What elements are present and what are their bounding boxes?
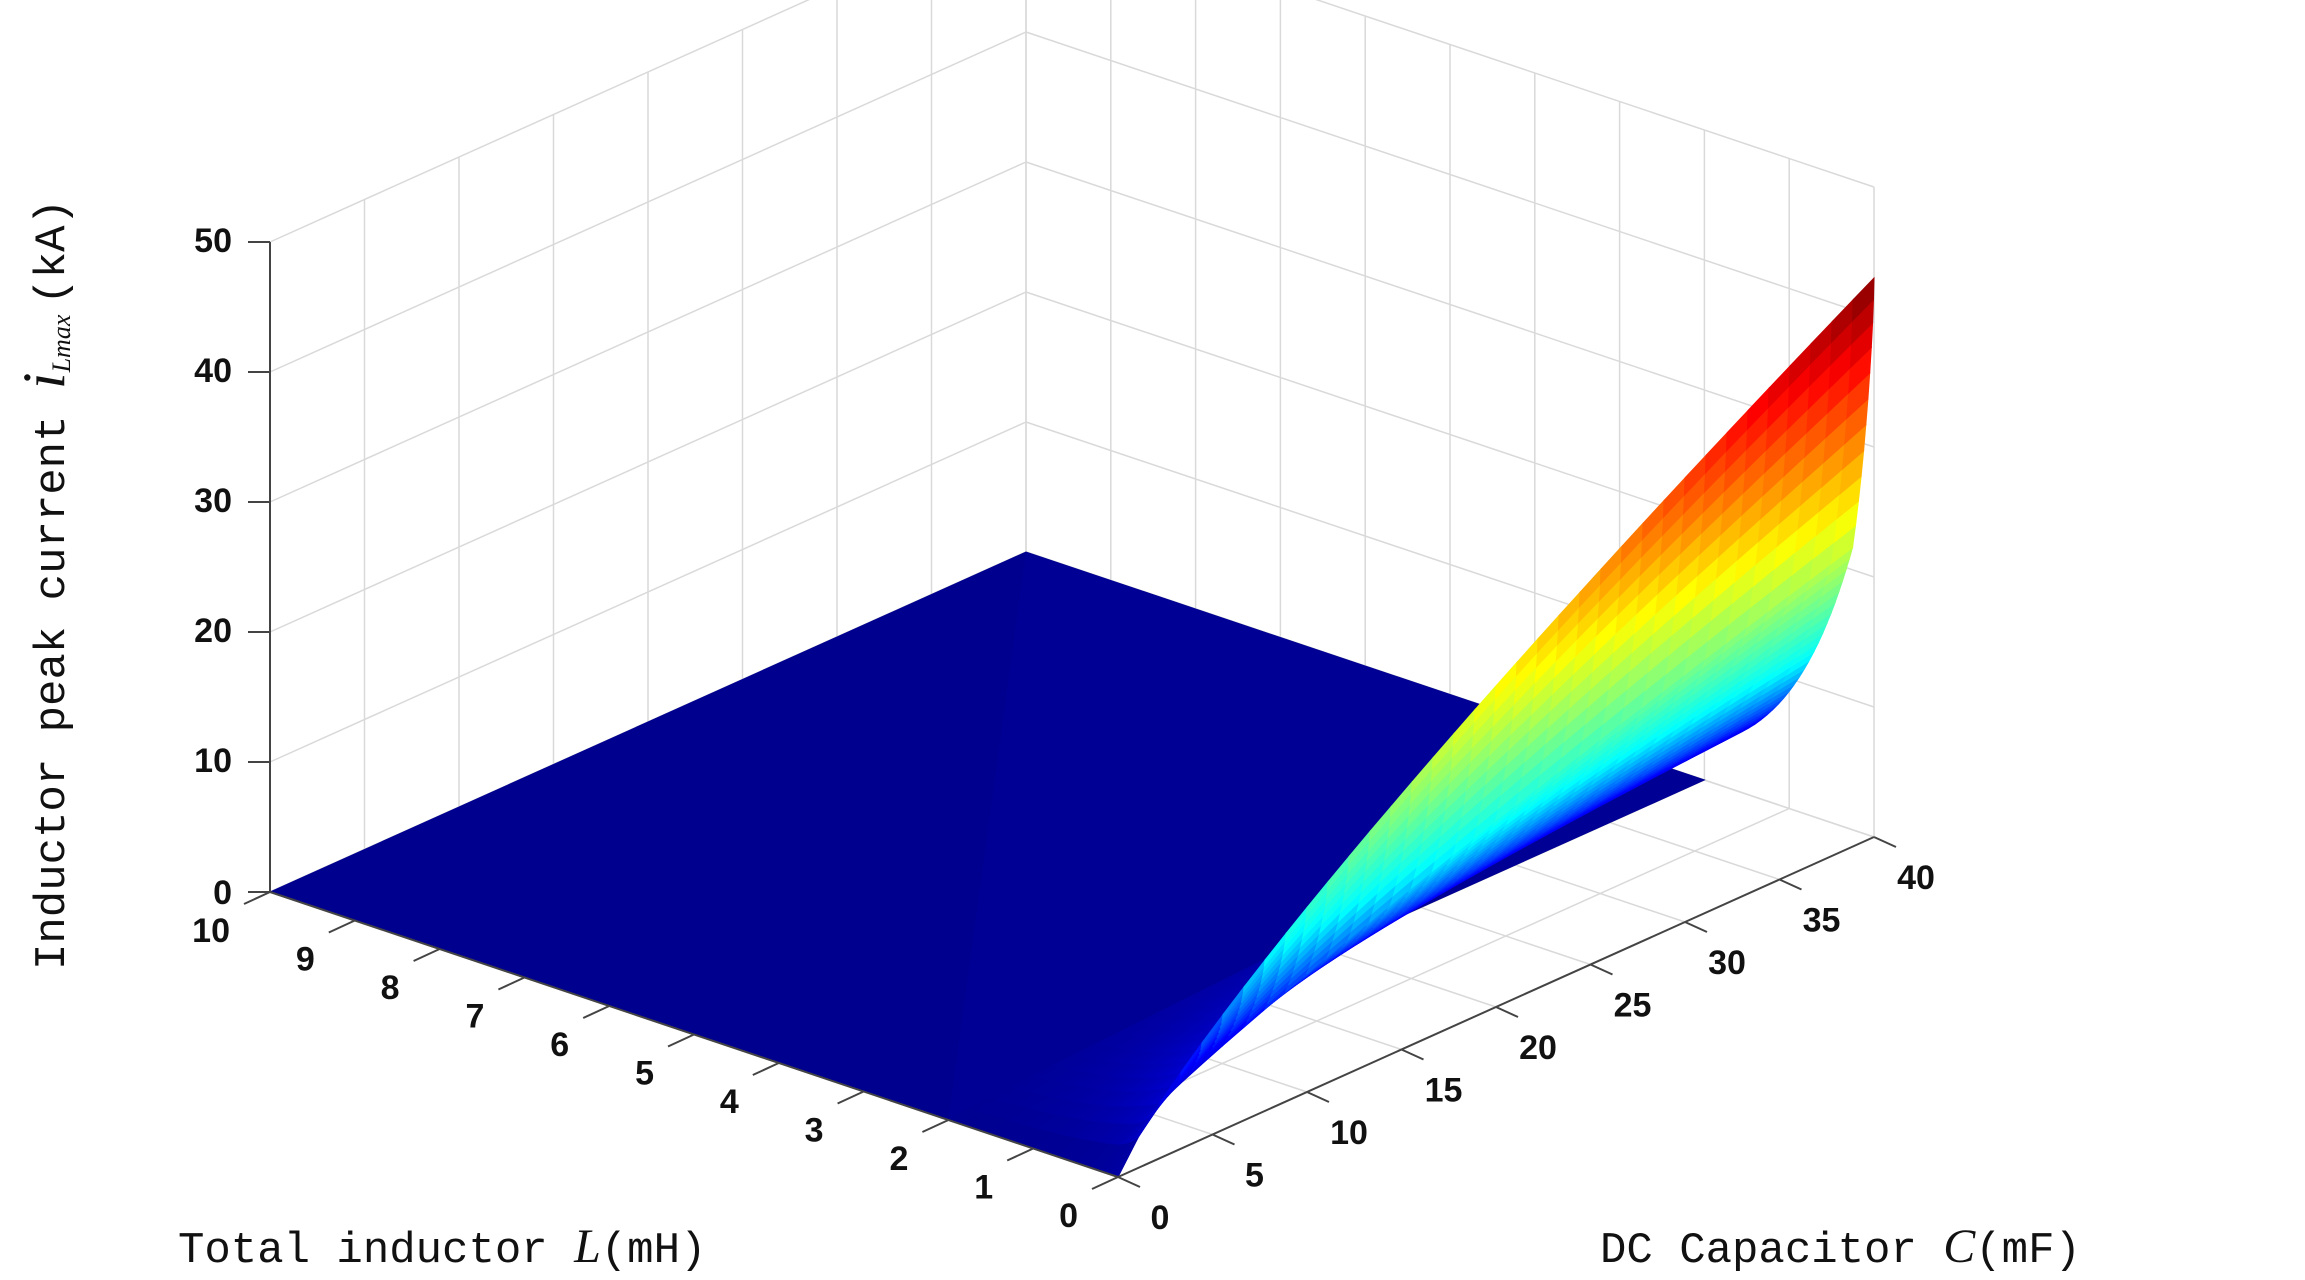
x-axis-title: Total inductor L(mH) [178, 1220, 706, 1276]
z-tick-label: 0 [213, 874, 232, 912]
surface-layer [268, 276, 1875, 1178]
surface-patch [1851, 276, 1875, 323]
l-tick [837, 1090, 865, 1105]
z-tick-label: 30 [194, 482, 232, 520]
l-tick-label: 4 [720, 1083, 739, 1121]
c-tick-label: 0 [1151, 1199, 1170, 1237]
l-tick-label: 1 [974, 1169, 993, 1207]
c-tick-label: 30 [1708, 944, 1746, 982]
z-axis-title-prefix: Inductor peak current [28, 389, 78, 970]
grid-line-wall2-z [269, 421, 1027, 763]
z-axis-title-unit: (kA) [28, 199, 78, 305]
l-tick-label: 7 [465, 998, 484, 1036]
c-tick [1873, 836, 1897, 848]
c-tick [1495, 1006, 1519, 1018]
l-tick-label: 10 [192, 912, 230, 950]
l-tick [413, 948, 441, 962]
grid-line-wall2-z [269, 31, 1027, 373]
z-axis-title: Inductor peak current iLmax (kA) [11, 199, 78, 970]
grid-line-wall2-z [269, 291, 1027, 633]
l-tick [921, 1119, 949, 1133]
c-tick-label: 15 [1425, 1072, 1463, 1110]
l-tick [582, 1005, 610, 1019]
l-tick [1006, 1147, 1034, 1162]
x-axis-title-var: L [573, 1220, 601, 1273]
l-tick [1091, 1176, 1119, 1190]
c-tick [1401, 1048, 1424, 1061]
l-tick-label: 9 [296, 941, 315, 979]
grid-line-wall-z [1025, 31, 1875, 318]
l-tick [328, 919, 356, 934]
y-axis-title-unit: (mF) [1975, 1226, 2081, 1276]
c-tick-label: 5 [1245, 1157, 1264, 1195]
c-tick [1779, 878, 1802, 891]
z-axis-title-sub: Lmax [47, 314, 76, 373]
c-tick [1212, 1133, 1235, 1146]
y-axis-title-prefix: DC Capacitor [1600, 1226, 1943, 1276]
z-axis-title-var: i [11, 372, 77, 389]
c-tick [1684, 921, 1708, 933]
l-tick-label: 3 [805, 1112, 824, 1150]
grid-line-wall2-z [269, 0, 810, 243]
c-tick [1117, 1176, 1141, 1188]
c-tick-label: 40 [1897, 859, 1935, 897]
c-tick [1306, 1091, 1330, 1103]
l-tick-label: 0 [1059, 1197, 1078, 1235]
l-tick-label: 5 [635, 1055, 654, 1093]
y-axis-title-var: C [1943, 1220, 1976, 1273]
z-tick-label: 20 [194, 612, 232, 650]
grid-line-wall2-z [269, 161, 1027, 503]
c-tick-label: 25 [1614, 987, 1652, 1025]
l-tick [497, 976, 525, 991]
grid-line-wall-z [1315, 0, 1875, 188]
x-axis-title-prefix: Total inductor [178, 1226, 574, 1276]
c-tick-label: 10 [1330, 1114, 1368, 1152]
z-tick-label: 10 [194, 742, 232, 780]
z-tick-label: 50 [194, 222, 232, 260]
x-axis-title-unit: (mH) [601, 1226, 707, 1276]
c-tick-label: 20 [1519, 1029, 1557, 1067]
surface-flat-shade [948, 552, 1705, 1120]
l-tick-label: 6 [550, 1026, 569, 1064]
l-tick-label: 8 [381, 969, 400, 1007]
l-tick [752, 1062, 780, 1076]
c-tick [1590, 963, 1613, 976]
grid-line-wall-z [1025, 161, 1875, 448]
l-tick [667, 1033, 695, 1048]
c-tick-label: 35 [1803, 902, 1841, 940]
l-tick-label: 2 [889, 1140, 908, 1178]
z-tick-label: 40 [194, 352, 232, 390]
y-axis-title: DC Capacitor C(mF) [1600, 1220, 2081, 1276]
l-tick [243, 891, 271, 905]
